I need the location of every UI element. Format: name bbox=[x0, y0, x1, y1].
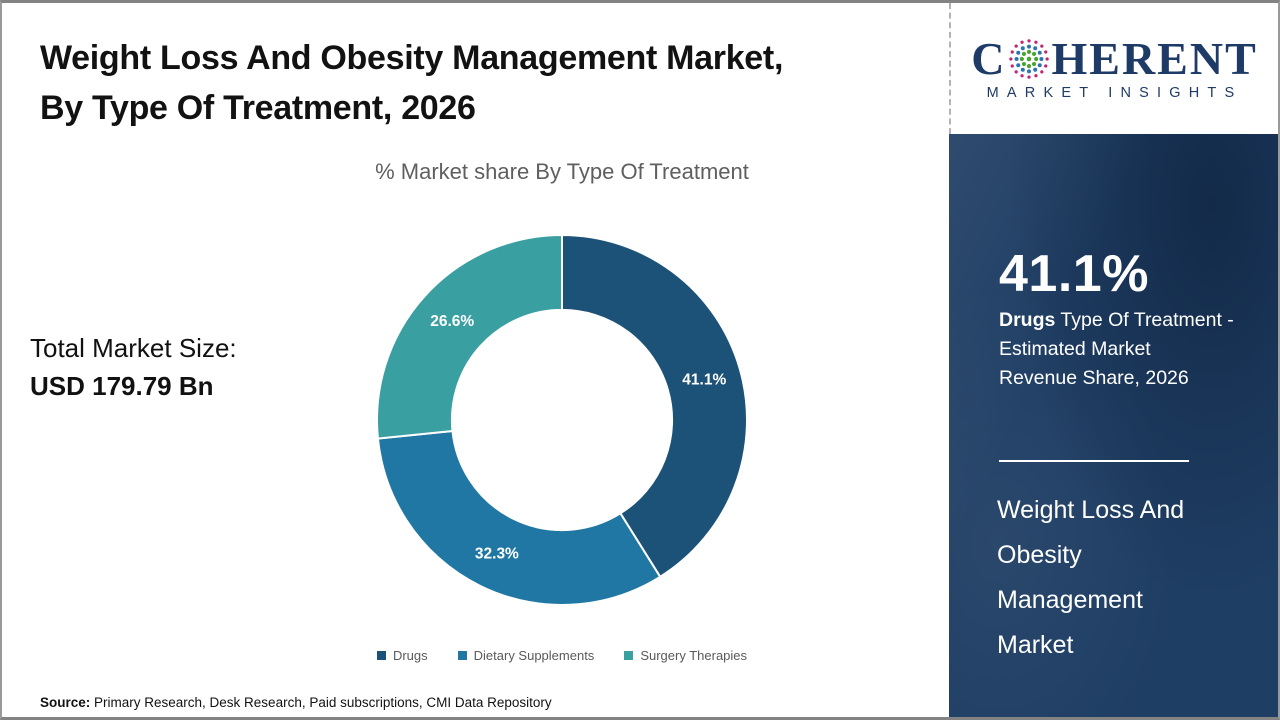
legend-swatch bbox=[376, 651, 386, 660]
globe-logo-icon bbox=[1009, 39, 1050, 79]
highlight-stat-value: 41.1% bbox=[999, 245, 1149, 303]
globe-dot bbox=[1045, 57, 1050, 61]
globe-dot bbox=[1040, 44, 1044, 48]
legend-item-drugs: Drugs bbox=[376, 648, 428, 663]
globe-dot bbox=[1020, 40, 1025, 44]
total-market-size-value: USD 179.79 Bn bbox=[30, 371, 214, 401]
logo-letter-c: C bbox=[971, 33, 1007, 84]
page-title: Weight Loss And Obesity Management Marke… bbox=[40, 33, 920, 133]
chart-legend: Drugs Dietary Supplements Surgery Therapie… bbox=[62, 648, 1062, 663]
sidebar-divider bbox=[999, 460, 1189, 462]
donut-chart: 41.1% 32.3% 26.6% bbox=[362, 220, 762, 620]
sidebar-market-title: Weight Loss And Obesity Management Marke… bbox=[997, 496, 1185, 659]
sidebar: C HERENT MARKET INSIGHTS 41.1% Drugs Typ… bbox=[949, 3, 1278, 717]
globe-dot bbox=[1039, 56, 1044, 62]
globe-dot bbox=[1032, 61, 1037, 67]
globe-dot bbox=[1034, 56, 1039, 62]
donut-segment-surgery-therapies bbox=[376, 234, 563, 440]
globe-dot bbox=[1032, 51, 1037, 57]
globe-dot bbox=[1038, 50, 1043, 55]
globe-dot bbox=[1027, 75, 1032, 79]
globe-dot bbox=[1033, 67, 1038, 72]
legend-item-surgery-therapies: Surgery Therapies bbox=[624, 648, 747, 663]
globe-dot bbox=[1027, 69, 1032, 74]
logo-word-rest: HERENT bbox=[1051, 33, 1258, 84]
globe-dot bbox=[1015, 44, 1019, 48]
globe-dot bbox=[1016, 50, 1021, 55]
donut-segment-label: 41.1% bbox=[682, 372, 726, 389]
globe-dot bbox=[1009, 57, 1013, 61]
legend-label: Surgery Therapies bbox=[640, 648, 748, 663]
stat-desc-bold: Drugs bbox=[999, 309, 1056, 331]
globe-dot bbox=[1027, 56, 1032, 62]
globe-dot bbox=[1016, 63, 1021, 68]
globe-dot bbox=[1011, 64, 1015, 68]
donut-segment-drugs bbox=[561, 234, 748, 578]
globe-dot bbox=[1015, 70, 1019, 74]
legend-label: Drugs bbox=[392, 648, 428, 663]
page-title-line2: By Type Of Treatment, 2026 bbox=[40, 89, 476, 127]
sidebar-panel: 41.1% Drugs Type Of Treatment - Estimate… bbox=[949, 134, 1278, 717]
globe-dot bbox=[1011, 50, 1015, 54]
logo-tagline: MARKET INSIGHTS bbox=[986, 85, 1243, 101]
donut-segment-label: 32.3% bbox=[475, 545, 519, 562]
globe-dot bbox=[1044, 64, 1048, 68]
stat-desc-line2: Estimated Market bbox=[999, 338, 1151, 360]
globe-dot bbox=[1034, 40, 1039, 44]
globe-dot bbox=[1038, 63, 1043, 68]
chart-title: % Market share By Type Of Treatment bbox=[375, 159, 749, 184]
source-text: Primary Research, Desk Research, Paid su… bbox=[90, 695, 552, 710]
legend-item-dietary-supplements: Dietary Supplements bbox=[457, 648, 595, 663]
legend-swatch bbox=[624, 651, 634, 660]
donut-segment-label: 26.6% bbox=[430, 313, 474, 330]
main-content: Weight Loss And Obesity Management Marke… bbox=[2, 3, 949, 717]
source-label: Source: bbox=[40, 695, 91, 710]
legend-swatch bbox=[457, 651, 467, 660]
globe-dot bbox=[1021, 67, 1026, 72]
globe-dot bbox=[1027, 44, 1032, 49]
page-title-line1: Weight Loss And Obesity Management Marke… bbox=[40, 39, 784, 77]
source-note: Source: Primary Research, Desk Research,… bbox=[40, 695, 552, 710]
globe-dot bbox=[1022, 61, 1027, 67]
globe-dot bbox=[1022, 51, 1027, 57]
globe-dot bbox=[1033, 46, 1038, 51]
donut-chart-svg: 41.1% 32.3% 26.6% bbox=[376, 234, 748, 606]
donut-segment-dietary-supplements bbox=[376, 430, 662, 606]
globe-dot bbox=[1034, 74, 1039, 78]
globe-dot bbox=[1027, 64, 1032, 69]
globe-dot bbox=[1020, 56, 1025, 62]
stat-desc-line3: Revenue Share, 2026 bbox=[999, 367, 1189, 389]
globe-dot bbox=[1015, 56, 1020, 62]
globe-dot bbox=[1027, 39, 1032, 43]
total-market-size-label: Total Market Size: bbox=[30, 333, 237, 363]
globe-dot bbox=[1044, 50, 1048, 54]
company-logo: C HERENT bbox=[971, 36, 1258, 82]
globe-dot bbox=[1040, 70, 1044, 74]
globe-dot bbox=[1020, 74, 1025, 78]
highlight-stat-description: Drugs Type Of Treatment - Estimated Mark… bbox=[999, 306, 1249, 393]
globe-dot bbox=[1027, 49, 1032, 54]
globe-dot bbox=[1021, 46, 1026, 51]
stat-desc-line1: Type Of Treatment - bbox=[1055, 309, 1234, 331]
total-market-size: Total Market Size: USD 179.79 Bn bbox=[30, 329, 237, 405]
logo-area: C HERENT MARKET INSIGHTS bbox=[949, 3, 1278, 134]
legend-label: Dietary Supplements bbox=[473, 648, 595, 663]
